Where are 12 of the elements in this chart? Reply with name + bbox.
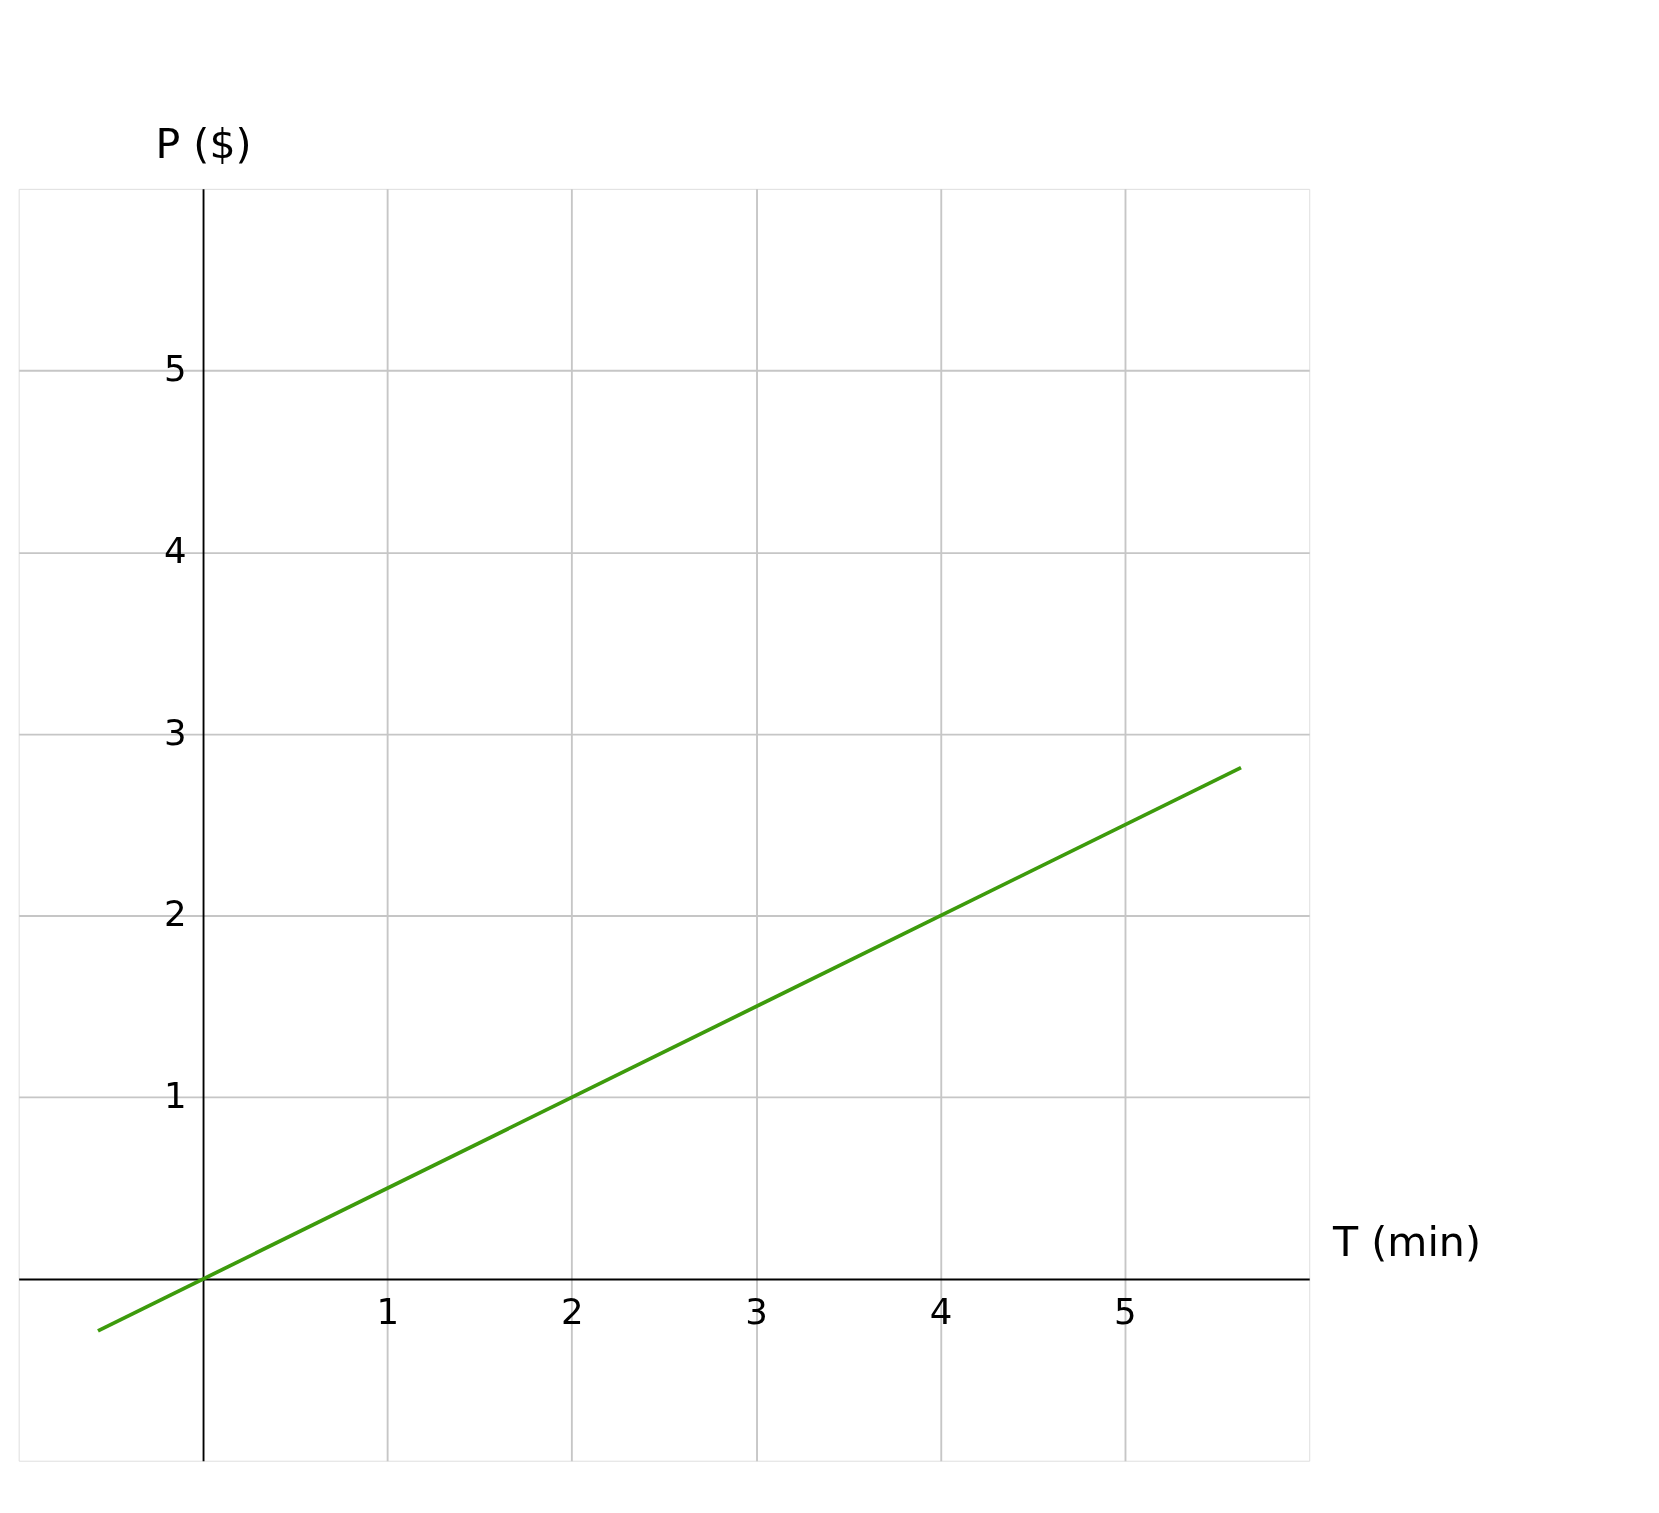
x-tick-label: 3: [745, 1291, 768, 1333]
y-axis-title: P ($): [155, 119, 252, 168]
y-tick-label: 2: [164, 893, 187, 935]
x-axis-title: T (min): [1332, 1218, 1481, 1267]
x-tick-label: 1: [376, 1291, 400, 1333]
x-tick-label: 4: [929, 1291, 953, 1333]
y-tick-label: 3: [164, 711, 187, 753]
y-tick-label: 4: [164, 530, 187, 572]
x-tick-label: 5: [1114, 1291, 1137, 1333]
x-tick-label: 2: [560, 1291, 584, 1333]
y-tick-label: 1: [164, 1075, 187, 1117]
y-tick-label: 5: [164, 348, 187, 390]
